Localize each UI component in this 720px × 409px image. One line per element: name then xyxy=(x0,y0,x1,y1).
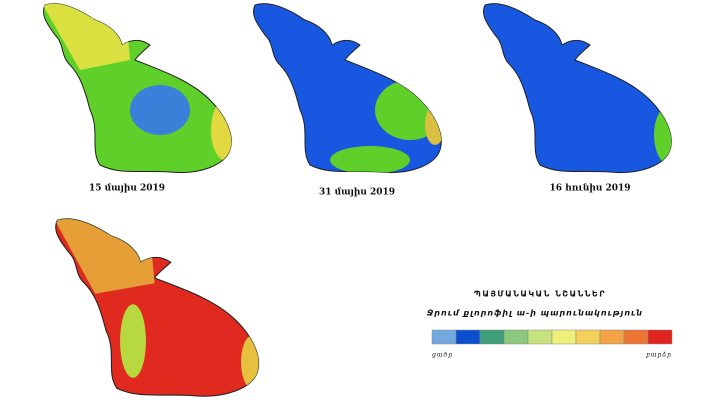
lake-map xyxy=(482,3,672,174)
map-caption: 16 հունիս 2019 xyxy=(549,184,630,194)
legend-swatch xyxy=(599,329,625,345)
legend-subtitle: Ջրում քլորոֆիլ ա-ի պարունակություն xyxy=(427,309,643,318)
map-caption: 15 մայիս 2019 xyxy=(89,184,165,194)
legend-swatch xyxy=(431,329,457,345)
lake-map xyxy=(55,218,260,397)
lake-map xyxy=(252,3,442,174)
legend-scale xyxy=(431,329,673,345)
legend-swatch xyxy=(479,329,505,345)
legend-swatch xyxy=(503,329,529,345)
legend-swatch xyxy=(551,329,577,345)
lake-map xyxy=(42,3,232,174)
legend-low: ցածր xyxy=(432,352,453,359)
map-caption: 31 մայիս 2019 xyxy=(319,188,395,198)
legend-swatch xyxy=(527,329,553,345)
legend-swatch xyxy=(647,329,673,345)
legend-swatch xyxy=(623,329,649,345)
legend-high: բարձր xyxy=(645,352,672,359)
legend-swatch xyxy=(575,329,601,345)
legend-swatch xyxy=(455,329,481,345)
legend-title: ՊԱՅՄԱՆԱԿԱՆ ՆՇԱՆՆԵՐ xyxy=(474,290,606,299)
